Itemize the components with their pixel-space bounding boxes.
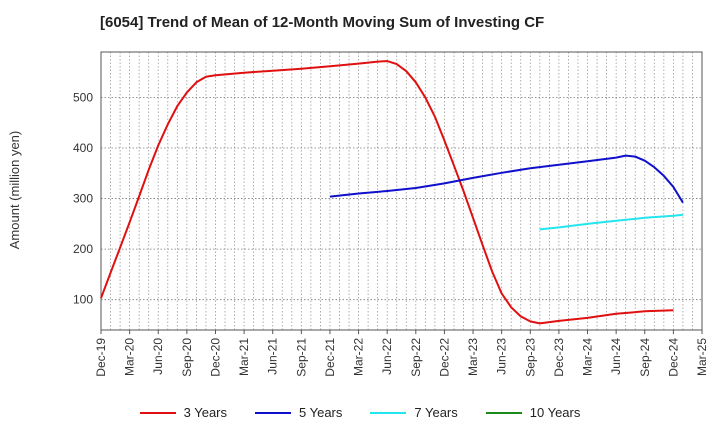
x-tick-label: Jun-20 (151, 338, 165, 375)
x-tick-label: Sep-22 (409, 338, 423, 377)
legend-swatch (255, 411, 291, 414)
x-tick-label: Dec-20 (208, 338, 222, 377)
legend-item: 5 Years (255, 405, 342, 420)
legend: 3 Years 5 Years 7 Years 10 Years (0, 405, 720, 420)
x-tick-label: Jun-23 (495, 338, 509, 375)
x-tick-label: Mar-25 (695, 338, 709, 376)
series (100, 60, 684, 325)
x-tick-label: Dec-23 (552, 338, 566, 377)
x-tick-label: Mar-21 (237, 338, 251, 376)
x-tick-label: Dec-21 (323, 338, 337, 377)
legend-item: 3 Years (139, 405, 227, 420)
x-tick-label: Mar-24 (581, 338, 595, 376)
legend-item: 10 Years (485, 405, 581, 420)
chart-title: [6054] Trend of Mean of 12-Month Moving … (100, 14, 545, 31)
legend-label: 3 Years (183, 405, 227, 420)
legend-swatch (139, 411, 176, 414)
legend-swatch (485, 411, 522, 414)
series-line-5-years (329, 154, 684, 204)
legend-swatch (370, 411, 407, 414)
legend-item: 7 Years (370, 405, 458, 420)
x-tick-label: Dec-19 (94, 338, 108, 377)
series-line-7-years (539, 213, 684, 231)
x-tick-label: Sep-21 (294, 338, 308, 377)
x-tick-label: Jun-21 (266, 338, 280, 375)
y-tick-label: 500 (73, 90, 93, 104)
y-tick-label: 200 (73, 242, 93, 256)
y-tick-label: 300 (73, 192, 93, 206)
x-tick-label: Dec-24 (666, 338, 680, 377)
legend-label: 10 Years (529, 405, 581, 420)
legend-label: 7 Years (414, 405, 458, 420)
grid (100, 52, 703, 330)
plot-frame (100, 51, 703, 331)
x-tick-label: Mar-22 (352, 338, 366, 376)
x-tick-label: Sep-23 (523, 338, 537, 377)
x-tick-label: Mar-23 (466, 338, 480, 376)
x-tick-label: Sep-24 (638, 338, 652, 377)
x-tick-label: Jun-24 (609, 338, 623, 375)
x-tick-label: Sep-20 (180, 338, 194, 377)
y-tick-label: 400 (73, 141, 93, 155)
axes: 100 200 300 400 500 Dec-19 Mar-20 Jun-20 Sep-20 D… (73, 51, 709, 377)
y-axis-label: Amount (million yen) (7, 131, 22, 250)
series-line-3-years (100, 60, 674, 325)
x-tick-label: Mar-20 (123, 338, 137, 376)
x-tick-label: Dec-22 (437, 338, 451, 377)
y-tick-label: 100 (73, 293, 93, 307)
legend-label: 5 Years (299, 405, 343, 420)
x-tick-label: Jun-22 (380, 338, 394, 375)
